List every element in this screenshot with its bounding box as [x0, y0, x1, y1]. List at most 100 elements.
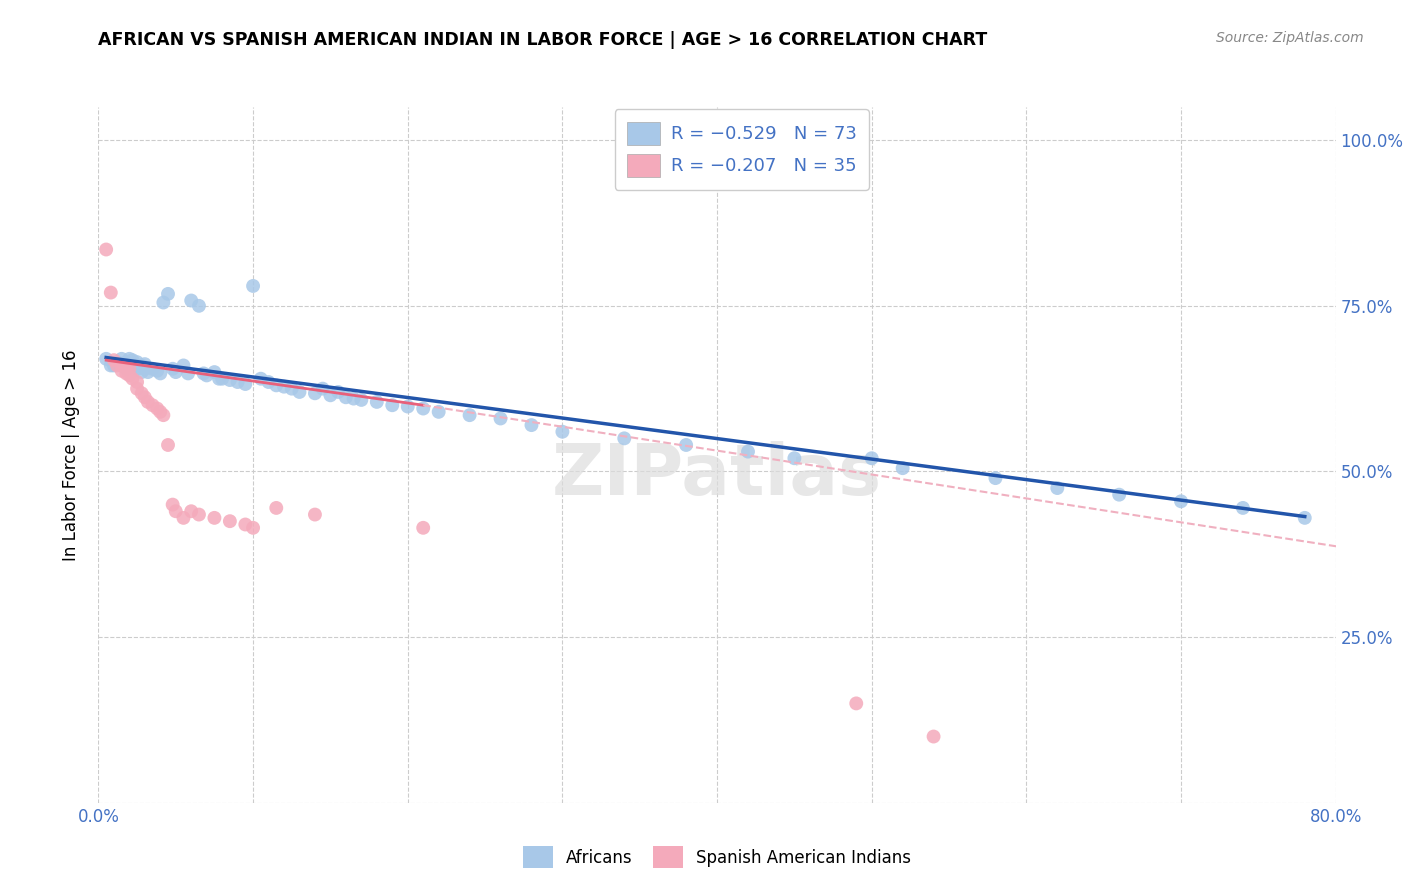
Point	[188, 299, 211, 313]
Point	[162, 361, 184, 376]
Point	[100, 359, 122, 373]
Point	[103, 353, 125, 368]
Point	[146, 364, 169, 378]
Point	[127, 355, 149, 369]
Point	[219, 373, 242, 387]
Point	[242, 279, 264, 293]
Point	[149, 405, 172, 419]
Point	[105, 355, 128, 369]
Point	[551, 425, 574, 439]
Point	[257, 375, 280, 389]
Point	[266, 378, 288, 392]
Point	[366, 395, 388, 409]
Point	[193, 367, 215, 381]
Point	[127, 382, 149, 396]
Point	[250, 372, 273, 386]
Point	[335, 390, 357, 404]
Point	[613, 431, 636, 445]
Point	[922, 730, 945, 744]
Point	[489, 411, 512, 425]
Point	[118, 361, 141, 376]
Point	[157, 438, 180, 452]
Point	[111, 359, 134, 373]
Point	[157, 286, 180, 301]
Point	[281, 382, 304, 396]
Point	[134, 361, 156, 376]
Point	[100, 285, 122, 300]
Point	[152, 408, 174, 422]
Point	[1294, 511, 1316, 525]
Point	[350, 392, 373, 407]
Point	[131, 359, 153, 373]
Point	[136, 395, 159, 409]
Point	[520, 418, 543, 433]
Point	[737, 444, 759, 458]
Point	[381, 398, 404, 412]
Point	[142, 361, 165, 376]
Point	[180, 504, 202, 518]
Point	[121, 359, 143, 374]
Point	[312, 382, 335, 396]
Point	[288, 384, 311, 399]
Point	[127, 361, 149, 376]
Point	[111, 359, 134, 373]
Point	[1170, 494, 1192, 508]
Point	[115, 367, 138, 381]
Point	[458, 408, 481, 422]
Point	[127, 375, 149, 389]
Point	[319, 388, 342, 402]
Point	[304, 508, 326, 522]
Point	[121, 372, 143, 386]
Text: ZIPatlas: ZIPatlas	[553, 442, 882, 510]
Point	[111, 351, 134, 366]
Point	[891, 461, 914, 475]
Point	[180, 293, 202, 308]
Point	[1108, 488, 1130, 502]
Legend: Africans, Spanish American Indians: Africans, Spanish American Indians	[516, 839, 918, 874]
Point	[266, 500, 288, 515]
Point	[195, 368, 218, 383]
Point	[984, 471, 1007, 485]
Point	[121, 353, 143, 368]
Point	[136, 365, 159, 379]
Point	[134, 357, 156, 371]
Point	[343, 392, 366, 406]
Point	[131, 386, 153, 401]
Point	[173, 511, 195, 525]
Point	[273, 379, 295, 393]
Point	[118, 351, 141, 366]
Y-axis label: In Labor Force | Age > 16: In Labor Force | Age > 16	[62, 349, 80, 561]
Point	[115, 361, 138, 376]
Point	[115, 355, 138, 369]
Point	[226, 375, 249, 389]
Point	[1232, 500, 1254, 515]
Point	[173, 359, 195, 373]
Point	[165, 504, 187, 518]
Point	[115, 359, 138, 374]
Point	[165, 365, 187, 379]
Text: Source: ZipAtlas.com: Source: ZipAtlas.com	[1216, 31, 1364, 45]
Point	[396, 400, 419, 414]
Point	[162, 498, 184, 512]
Point	[149, 367, 172, 381]
Point	[177, 367, 200, 381]
Point	[146, 401, 169, 416]
Point	[118, 359, 141, 373]
Text: AFRICAN VS SPANISH AMERICAN INDIAN IN LABOR FORCE | AGE > 16 CORRELATION CHART: AFRICAN VS SPANISH AMERICAN INDIAN IN LA…	[98, 31, 987, 49]
Point	[860, 451, 883, 466]
Point	[152, 295, 174, 310]
Point	[103, 359, 125, 373]
Point	[188, 508, 211, 522]
Point	[1046, 481, 1069, 495]
Point	[111, 364, 134, 378]
Point	[235, 517, 257, 532]
Point	[204, 511, 226, 525]
Point	[105, 359, 128, 373]
Point	[427, 405, 450, 419]
Point	[783, 451, 806, 466]
Point	[204, 365, 226, 379]
Point	[412, 401, 434, 416]
Point	[845, 697, 868, 711]
Point	[131, 365, 153, 379]
Point	[219, 514, 242, 528]
